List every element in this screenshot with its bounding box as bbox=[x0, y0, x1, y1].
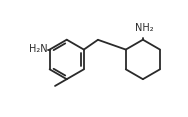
Text: NH₂: NH₂ bbox=[135, 23, 154, 33]
Text: H₂N: H₂N bbox=[29, 44, 47, 54]
